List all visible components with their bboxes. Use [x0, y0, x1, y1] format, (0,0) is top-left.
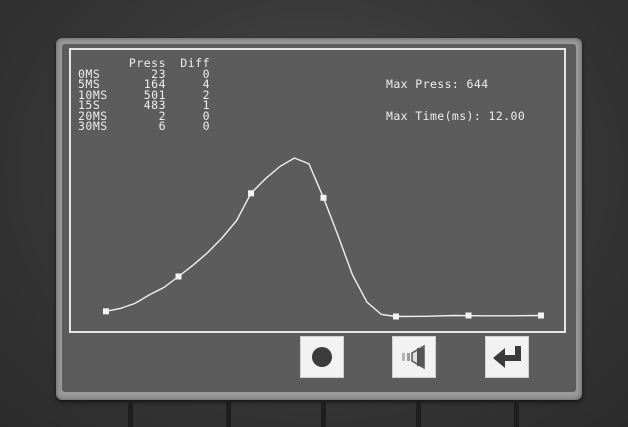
- curve-marker: [393, 313, 399, 320]
- row-label: 5MS: [78, 77, 101, 91]
- row-press: 501: [143, 87, 166, 102]
- speaker-icon: [402, 344, 425, 370]
- table-row: 10MS 501 2: [78, 87, 210, 102]
- row-label: 30MS: [78, 119, 108, 133]
- display-screen: [62, 44, 576, 392]
- curve-marker: [175, 273, 182, 280]
- curve-marker: [538, 312, 544, 319]
- row-diff: 0: [202, 108, 210, 123]
- header-press: Press: [128, 56, 166, 70]
- table-row: 20MS 2 0: [78, 108, 210, 123]
- row-diff: 0: [202, 66, 210, 81]
- max-press-readout: Max Press: 644: [386, 77, 489, 91]
- curve-marker: [103, 308, 109, 315]
- curve-marker: [320, 194, 327, 201]
- enter-arrow-icon: [493, 346, 521, 368]
- row-diff: 0: [202, 119, 210, 133]
- header-diff: Diff: [180, 56, 210, 70]
- stats-panel: Max Press: 644 Max Time(ms): 12.00: [386, 58, 525, 142]
- enter-button[interactable]: [485, 336, 529, 378]
- sound-button[interactable]: [392, 336, 436, 378]
- table-row: 5MS 164 4: [78, 79, 210, 90]
- row-press: 164: [143, 77, 166, 91]
- curve-markers: [103, 190, 544, 320]
- pressure-curve-line: [105, 157, 542, 318]
- table-row: 15S 483 1: [78, 100, 210, 111]
- table-header-row: Press Diff: [78, 58, 210, 69]
- plot-frame: [69, 48, 566, 333]
- row-press: 2: [158, 108, 166, 123]
- record-button[interactable]: [300, 336, 344, 378]
- row-diff: 1: [202, 98, 210, 112]
- stand-leg: [226, 400, 231, 427]
- record-circle-icon: [312, 347, 332, 367]
- pressure-table: Press Diff 0MS 23 0 5MS 164 4 10MS 501 2…: [78, 58, 210, 132]
- row-diff: 2: [202, 87, 210, 102]
- curve-marker: [465, 312, 472, 319]
- row-press: 6: [158, 119, 166, 133]
- curve-marker: [248, 190, 254, 197]
- row-label: 10MS: [78, 87, 108, 102]
- stand-leg: [514, 400, 519, 427]
- stand-leg: [321, 400, 326, 427]
- stand-leg: [128, 400, 133, 427]
- row-label: 20MS: [78, 108, 108, 123]
- table-row: 30MS 6 0: [78, 121, 210, 132]
- row-press: 483: [143, 98, 166, 112]
- row-press: 23: [151, 66, 166, 81]
- max-time-readout: Max Time(ms): 12.00: [386, 108, 526, 123]
- stand-leg: [416, 400, 421, 427]
- row-label: 0MS: [78, 66, 101, 81]
- row-label: 15S: [78, 98, 101, 112]
- table-row: 0MS 23 0: [78, 66, 210, 81]
- row-diff: 4: [202, 77, 210, 91]
